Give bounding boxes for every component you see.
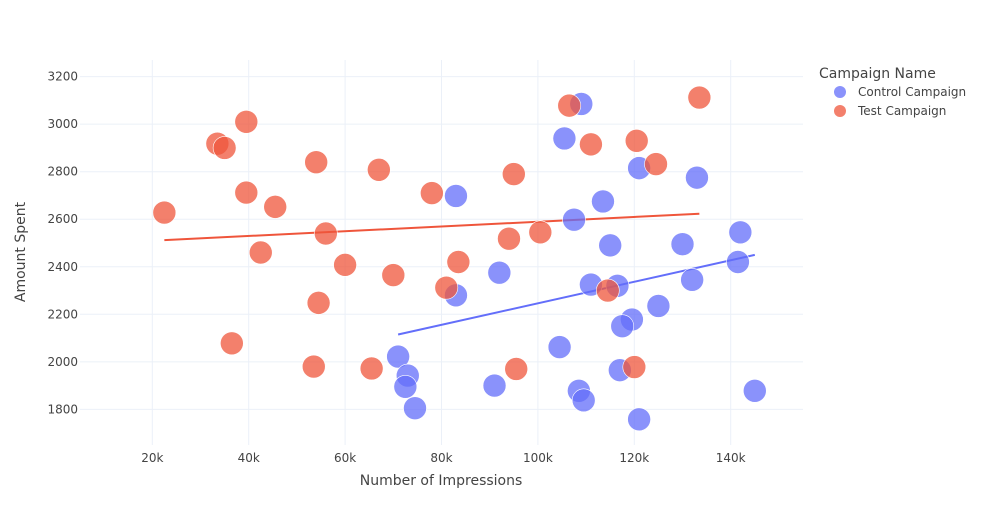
test-campaign-point[interactable] xyxy=(220,331,244,356)
control-campaign-point[interactable] xyxy=(571,388,596,413)
y-tick-label: 1800 xyxy=(47,402,78,416)
test-campaign-point[interactable] xyxy=(434,275,459,300)
x-tick-label: 40k xyxy=(238,451,260,465)
control-campaign-point[interactable] xyxy=(670,232,695,256)
x-tick-label: 120k xyxy=(619,451,649,465)
legend[interactable]: Campaign Name Control Campaign Test Camp… xyxy=(819,66,966,118)
control-campaign-trendline xyxy=(397,253,756,336)
control-campaign-point[interactable] xyxy=(742,379,767,403)
test-campaign-point[interactable] xyxy=(446,250,471,274)
test-campaign-point[interactable] xyxy=(624,129,649,153)
y-tick-label: 2200 xyxy=(47,307,78,321)
y-tick-label: 2800 xyxy=(47,165,78,179)
test-campaign-point[interactable] xyxy=(504,357,529,381)
control-campaign-point[interactable] xyxy=(487,260,512,285)
test-campaign-point[interactable] xyxy=(248,240,273,265)
control-campaign-point[interactable] xyxy=(562,207,586,232)
legend-title: Campaign Name xyxy=(819,66,936,82)
legend-item-test[interactable]: Test Campaign xyxy=(834,104,946,118)
y-tick-label: 2000 xyxy=(47,355,78,369)
test-campaign-point[interactable] xyxy=(381,263,406,287)
test-campaign-point[interactable] xyxy=(420,181,444,205)
control-campaign-point[interactable] xyxy=(685,165,709,190)
y-tick-label: 2400 xyxy=(47,260,78,274)
control-campaign-point[interactable] xyxy=(598,233,623,258)
control-campaign-point[interactable] xyxy=(403,396,427,420)
control-campaign-point[interactable] xyxy=(610,314,635,338)
test-campaign-point[interactable] xyxy=(333,253,357,277)
control-campaign-point[interactable] xyxy=(726,250,750,274)
control-campaign-point[interactable] xyxy=(552,126,577,151)
legend-label-test: Test Campaign xyxy=(857,104,946,118)
data-points xyxy=(152,85,767,432)
test-campaign-point[interactable] xyxy=(304,150,328,174)
control-campaign-point[interactable] xyxy=(386,344,410,369)
test-campaign-point[interactable] xyxy=(557,93,582,118)
x-tick-label: 80k xyxy=(430,451,452,465)
control-campaign-point[interactable] xyxy=(627,407,651,432)
control-campaign-point[interactable] xyxy=(591,189,615,214)
test-campaign-point[interactable] xyxy=(234,180,259,205)
test-campaign-point[interactable] xyxy=(497,226,521,251)
test-campaign-point[interactable] xyxy=(263,195,288,219)
control-campaign-point[interactable] xyxy=(444,184,468,208)
test-campaign-point[interactable] xyxy=(301,354,326,379)
x-tick-label: 100k xyxy=(523,451,553,465)
control-campaign-point[interactable] xyxy=(680,268,704,292)
control-campaign-point[interactable] xyxy=(482,373,507,398)
test-campaign-point[interactable] xyxy=(501,162,526,186)
x-axis-ticks: 20k 40k 60k 80k 100k 120k 140k xyxy=(141,451,745,465)
control-campaign-point[interactable] xyxy=(393,374,418,399)
test-campaign-point[interactable] xyxy=(359,356,384,381)
y-axis-title: Amount Spent xyxy=(13,201,29,302)
test-campaign-point[interactable] xyxy=(314,221,338,246)
y-tick-label: 3000 xyxy=(47,117,78,131)
test-campaign-trendline xyxy=(164,212,700,242)
test-campaign-point[interactable] xyxy=(579,132,603,157)
x-axis-title: Number of Impressions xyxy=(360,473,523,489)
x-tick-label: 140k xyxy=(716,451,746,465)
test-campaign-point[interactable] xyxy=(622,355,647,379)
test-campaign-point[interactable] xyxy=(367,157,391,182)
control-campaign-point[interactable] xyxy=(547,335,572,359)
trendlines xyxy=(164,212,756,336)
test-campaign-point[interactable] xyxy=(306,291,331,315)
x-tick-label: 20k xyxy=(141,451,163,465)
test-campaign-point[interactable] xyxy=(234,109,259,134)
test-campaign-point[interactable] xyxy=(212,136,237,160)
control-campaign-point[interactable] xyxy=(646,294,671,318)
legend-label-control: Control Campaign xyxy=(858,85,966,99)
test-campaign-point[interactable] xyxy=(595,278,620,303)
x-tick-label: 60k xyxy=(334,451,356,465)
y-tick-label: 2600 xyxy=(47,212,78,226)
legend-item-control[interactable]: Control Campaign xyxy=(834,85,966,99)
control-campaign-point[interactable] xyxy=(728,220,753,245)
test-campaign-point[interactable] xyxy=(528,220,553,245)
legend-marker-test xyxy=(834,105,846,117)
y-tick-label: 3200 xyxy=(47,70,78,84)
legend-marker-control xyxy=(834,86,846,98)
test-campaign-point[interactable] xyxy=(687,85,712,110)
test-campaign-point[interactable] xyxy=(644,152,668,176)
gridlines xyxy=(80,60,803,445)
y-axis-ticks: 1800 2000 2200 2400 2600 2800 3000 3200 xyxy=(47,70,78,417)
test-campaign-point[interactable] xyxy=(152,200,177,225)
